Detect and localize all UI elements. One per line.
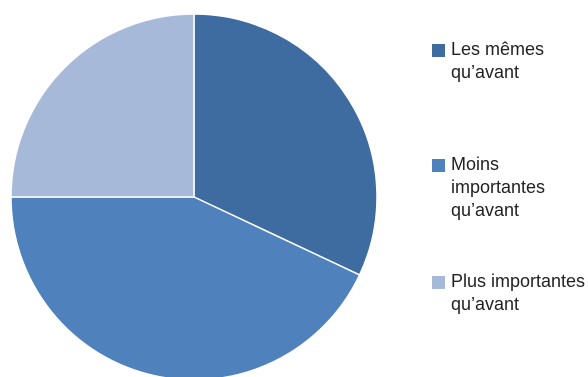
legend-swatch bbox=[432, 276, 445, 289]
pie-slice bbox=[10, 13, 195, 198]
legend-item: Moins importantes qu’avant bbox=[432, 153, 588, 222]
legend-label: Les mêmes qu’avant bbox=[451, 39, 545, 82]
pie-slice bbox=[10, 196, 361, 377]
legend-label: Plus importantes qu’avant bbox=[451, 271, 586, 314]
legend-swatch bbox=[432, 44, 445, 57]
legend-item: Les mêmes qu’avant bbox=[432, 38, 588, 84]
pie-slice bbox=[193, 13, 378, 276]
legend-item: Plus importantes qu’avant bbox=[432, 270, 588, 316]
legend-label: Moins importantes qu’avant bbox=[451, 154, 546, 220]
legend-swatch bbox=[432, 159, 445, 172]
